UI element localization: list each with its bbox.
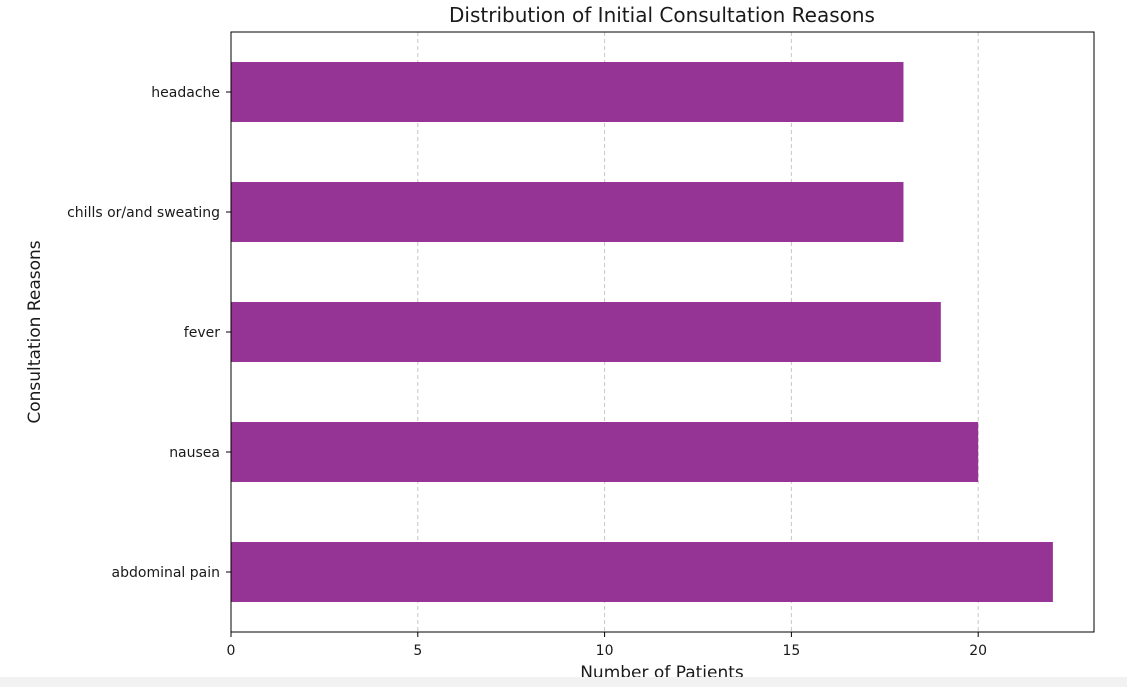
- bar-headache: [231, 62, 904, 122]
- y-tick-label: nausea: [169, 445, 220, 461]
- y-axis-label: Consultation Reasons: [25, 240, 45, 423]
- x-tick-label: 10: [596, 643, 614, 659]
- bar-fever: [231, 302, 941, 362]
- bar-chills-or-and-sweating: [231, 182, 904, 242]
- bar-nausea: [231, 422, 979, 482]
- y-axis-ticks: abdominal pain nausea fever chills or/and s…: [67, 85, 231, 581]
- y-tick-label: headache: [151, 85, 220, 101]
- x-axis-ticks: 0 5 10 15 20: [227, 632, 987, 659]
- y-tick-label: abdominal pain: [112, 565, 220, 581]
- bars: [231, 62, 1053, 602]
- x-tick-label: 5: [413, 643, 422, 659]
- window-bottom-edge: [0, 677, 1127, 687]
- chart-title: Distribution of Initial Consultation Rea…: [449, 3, 875, 27]
- bar-abdominal-pain: [231, 542, 1053, 602]
- x-tick-label: 0: [227, 643, 236, 659]
- y-tick-label: fever: [184, 325, 220, 341]
- x-tick-label: 20: [969, 643, 987, 659]
- y-tick-label: chills or/and sweating: [67, 205, 220, 221]
- x-tick-label: 15: [782, 643, 800, 659]
